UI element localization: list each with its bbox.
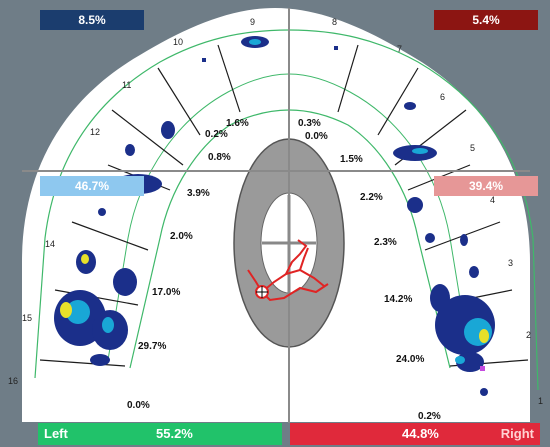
tooth-number-7: 7 — [397, 44, 402, 54]
tooth-number-15: 15 — [22, 313, 32, 323]
tooth-number-9: 9 — [250, 17, 255, 27]
pct-anterior-right-inner: 1.5% — [340, 154, 363, 165]
tooth-number-2: 2 — [526, 330, 531, 340]
quadrant-upper-right-badge: 5.4% — [434, 10, 538, 30]
tooth-number-16: 16 — [8, 376, 18, 386]
tooth-number-14: 14 — [45, 239, 55, 249]
tooth-number-4: 4 — [490, 195, 495, 205]
pct-anterior-left-mid: 0.2% — [205, 129, 228, 140]
tooth-number-8: 8 — [332, 17, 337, 27]
quadrant-middle-left-badge: 46.7% — [40, 176, 144, 196]
tooth-number-5: 5 — [470, 143, 475, 153]
pct-anterior-left-outer: 1.6% — [226, 118, 249, 129]
contact-heatmap — [54, 36, 495, 396]
right-balance-label: Right — [500, 426, 534, 441]
trajectory-marker — [255, 285, 269, 299]
right-balance-bar: 44.8% Right — [290, 423, 540, 445]
tooth-number-12: 12 — [90, 127, 100, 137]
pct-left-premolar-1: 3.9% — [187, 188, 210, 199]
tooth-number-11: 11 — [122, 80, 131, 90]
pct-left-molar-1: 17.0% — [152, 287, 180, 298]
pct-anterior-left-inner: 0.8% — [208, 152, 231, 163]
pct-anterior-right-outer: 0.3% — [298, 118, 321, 129]
left-balance-bar: Left 55.2% — [38, 423, 282, 445]
pct-right-molar-2: 24.0% — [396, 354, 424, 365]
quadrant-upper-left-badge: 8.5% — [40, 10, 144, 30]
pct-right-premolar-1: 2.2% — [360, 192, 383, 203]
tooth-number-6: 6 — [440, 92, 445, 102]
right-balance-value: 44.8% — [402, 426, 439, 441]
pct-left-molar-2: 29.7% — [138, 341, 166, 352]
pct-right-molar-3: 0.2% — [418, 411, 441, 422]
left-balance-value: 55.2% — [156, 426, 193, 441]
quadrant-middle-right-badge: 39.4% — [434, 176, 538, 196]
pct-right-molar-1: 14.2% — [384, 294, 412, 305]
tooth-number-10: 10 — [173, 37, 183, 47]
pct-right-premolar-2: 2.3% — [374, 237, 397, 248]
pct-left-molar-3: 0.0% — [127, 400, 150, 411]
pct-left-premolar-2: 2.0% — [170, 231, 193, 242]
left-balance-label: Left — [44, 426, 68, 441]
pct-anterior-right-mid: 0.0% — [305, 131, 328, 142]
tooth-number-3: 3 — [508, 258, 513, 268]
tooth-number-1: 1 — [538, 396, 543, 406]
